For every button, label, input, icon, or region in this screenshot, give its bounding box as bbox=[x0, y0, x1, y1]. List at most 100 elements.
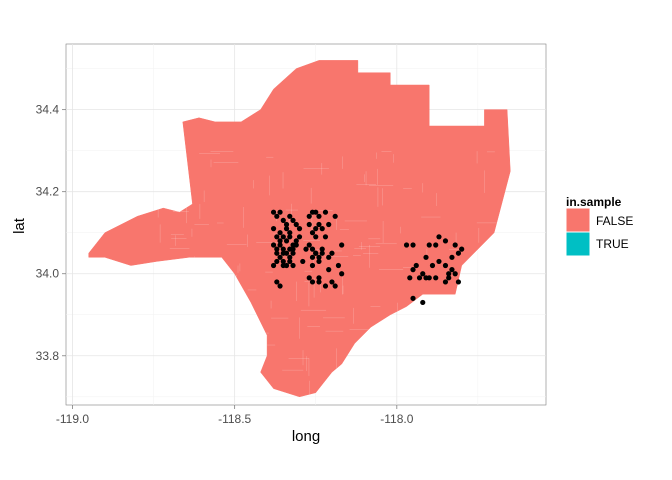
data-point bbox=[420, 271, 426, 277]
data-point bbox=[313, 226, 319, 232]
data-point bbox=[306, 213, 312, 219]
legend-label-true: TRUE bbox=[596, 237, 629, 251]
x-axis-title: long bbox=[292, 428, 320, 445]
data-point bbox=[290, 262, 296, 269]
data-point bbox=[274, 234, 280, 240]
data-point bbox=[283, 226, 290, 232]
data-point bbox=[280, 234, 286, 240]
data-point bbox=[322, 209, 329, 215]
data-point bbox=[287, 213, 293, 219]
legend: in.sample FALSE TRUE bbox=[565, 195, 633, 257]
data-point bbox=[277, 209, 283, 215]
data-point bbox=[426, 275, 432, 281]
data-point bbox=[277, 230, 283, 236]
data-point bbox=[407, 275, 413, 281]
data-point bbox=[290, 217, 296, 223]
data-point bbox=[403, 242, 410, 248]
data-point bbox=[287, 234, 293, 240]
data-point bbox=[410, 267, 416, 273]
data-point bbox=[442, 238, 449, 244]
data-point bbox=[329, 250, 335, 256]
data-point bbox=[322, 283, 329, 289]
legend-title: in.sample bbox=[566, 195, 622, 209]
data-point bbox=[290, 246, 296, 252]
data-point bbox=[274, 246, 280, 252]
data-point bbox=[309, 262, 316, 269]
data-point bbox=[277, 238, 283, 244]
data-point bbox=[316, 254, 322, 260]
data-point bbox=[326, 254, 332, 260]
data-point bbox=[270, 226, 277, 232]
data-point bbox=[316, 221, 322, 228]
data-point bbox=[274, 279, 280, 285]
data-point bbox=[313, 234, 319, 240]
data-point bbox=[316, 279, 322, 285]
data-point bbox=[319, 246, 325, 252]
data-point bbox=[433, 242, 439, 248]
data-point bbox=[306, 242, 312, 248]
data-point bbox=[319, 250, 325, 256]
data-point bbox=[433, 275, 439, 281]
data-point bbox=[293, 242, 299, 248]
data-point bbox=[452, 242, 458, 248]
data-point bbox=[303, 246, 309, 252]
data-point bbox=[309, 246, 316, 252]
data-point bbox=[426, 242, 432, 248]
data-point bbox=[429, 262, 436, 269]
data-point bbox=[300, 258, 306, 265]
data-point bbox=[293, 221, 299, 228]
data-point bbox=[277, 283, 283, 289]
data-point bbox=[287, 254, 293, 260]
data-point bbox=[329, 279, 335, 285]
data-point bbox=[339, 242, 345, 248]
data-point bbox=[280, 262, 286, 269]
legend-label-false: FALSE bbox=[596, 214, 633, 228]
x-tick-label-0: -119.0 bbox=[56, 412, 89, 426]
data-point bbox=[287, 230, 293, 236]
data-point bbox=[332, 283, 338, 289]
data-point bbox=[306, 275, 312, 281]
y-tick-label-2: 34.2 bbox=[36, 185, 60, 199]
data-point bbox=[446, 271, 452, 277]
data-point bbox=[274, 258, 280, 265]
data-point bbox=[326, 221, 332, 228]
data-point bbox=[274, 213, 280, 219]
data-point bbox=[309, 230, 316, 236]
data-point bbox=[280, 246, 286, 252]
data-point bbox=[449, 267, 455, 273]
data-point bbox=[319, 226, 325, 232]
data-point bbox=[290, 250, 296, 256]
data-point bbox=[326, 267, 332, 273]
y-tick-label-0: 33.8 bbox=[36, 349, 60, 363]
data-point bbox=[452, 271, 458, 277]
data-point bbox=[280, 258, 286, 265]
data-point bbox=[306, 221, 312, 228]
data-point bbox=[455, 279, 462, 285]
data-point bbox=[309, 279, 316, 285]
x-tick-label-1: -118.5 bbox=[218, 412, 251, 426]
data-point bbox=[313, 250, 319, 256]
data-point bbox=[274, 250, 280, 256]
y-axis-title: lat bbox=[11, 217, 28, 234]
legend-swatch-true bbox=[565, 231, 591, 257]
points-layer bbox=[270, 209, 465, 306]
data-point bbox=[277, 242, 283, 248]
data-point bbox=[270, 242, 277, 248]
data-point bbox=[413, 262, 419, 269]
data-point bbox=[283, 221, 290, 228]
data-point bbox=[287, 258, 293, 265]
data-point bbox=[423, 254, 429, 260]
data-point bbox=[446, 275, 452, 281]
data-point bbox=[293, 238, 299, 244]
data-point bbox=[296, 234, 303, 240]
data-point bbox=[459, 246, 465, 252]
data-point bbox=[449, 254, 455, 260]
data-point bbox=[296, 226, 303, 232]
data-point bbox=[410, 295, 416, 301]
data-point bbox=[410, 242, 416, 248]
data-point bbox=[436, 258, 442, 265]
data-point bbox=[455, 250, 462, 256]
data-point bbox=[270, 209, 277, 215]
data-point bbox=[335, 262, 342, 269]
